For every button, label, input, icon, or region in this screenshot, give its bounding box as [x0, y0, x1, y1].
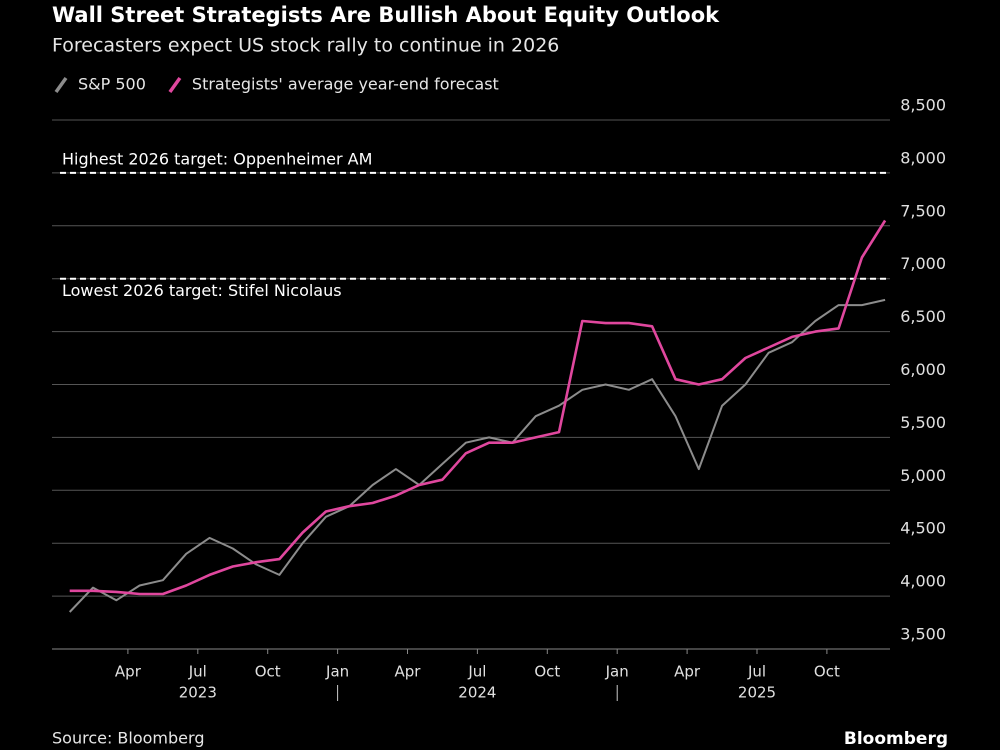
- x-tick-label: Apr: [395, 663, 422, 681]
- brand: Bloomberg: [844, 729, 948, 749]
- legend-icon: [168, 76, 182, 94]
- year-label: 2023: [179, 684, 217, 702]
- series-line: [68, 298, 886, 613]
- y-tick-label: 6,000: [900, 360, 946, 379]
- x-tick-label: Jan: [325, 663, 349, 681]
- y-tick-label: 5,500: [900, 413, 946, 432]
- reference-label: Lowest 2026 target: Stifel Nicolaus: [62, 281, 342, 300]
- y-tick-label: 6,500: [900, 307, 946, 326]
- y-tick-label: 3,500: [900, 625, 946, 644]
- y-tick-label: 4,500: [900, 519, 946, 538]
- y-tick-label: 4,000: [900, 572, 946, 591]
- x-tick-label: Jul: [467, 663, 486, 681]
- legend-label: Strategists' average year-end forecast: [192, 75, 499, 94]
- series-line: [69, 219, 887, 596]
- x-tick-label: Oct: [534, 663, 560, 681]
- reference-label: Highest 2026 target: Oppenheimer AM: [62, 149, 372, 168]
- x-tick-label: Apr: [674, 663, 701, 681]
- y-tick-label: 8,000: [900, 148, 946, 167]
- source: Source: Bloomberg: [52, 729, 204, 748]
- x-tick-label: Jul: [747, 663, 766, 681]
- y-tick-label: 5,000: [900, 466, 946, 485]
- y-tick-label: 7,500: [900, 201, 946, 220]
- year-label: 2024: [458, 684, 496, 702]
- x-tick-label: Oct: [814, 663, 840, 681]
- chart-title: Wall Street Strategists Are Bullish Abou…: [52, 3, 720, 27]
- x-tick-label: Apr: [115, 663, 142, 681]
- legend-icon: [54, 76, 68, 94]
- x-tick-label: Jul: [188, 663, 207, 681]
- year-label: 2025: [738, 684, 776, 702]
- x-tick-label: Jan: [605, 663, 629, 681]
- legend-label: S&P 500: [78, 75, 146, 94]
- x-tick-label: Oct: [255, 663, 281, 681]
- y-tick-label: 8,500: [900, 96, 946, 115]
- chart-subtitle: Forecasters expect US stock rally to con…: [52, 35, 559, 57]
- y-tick-label: 7,000: [900, 254, 946, 273]
